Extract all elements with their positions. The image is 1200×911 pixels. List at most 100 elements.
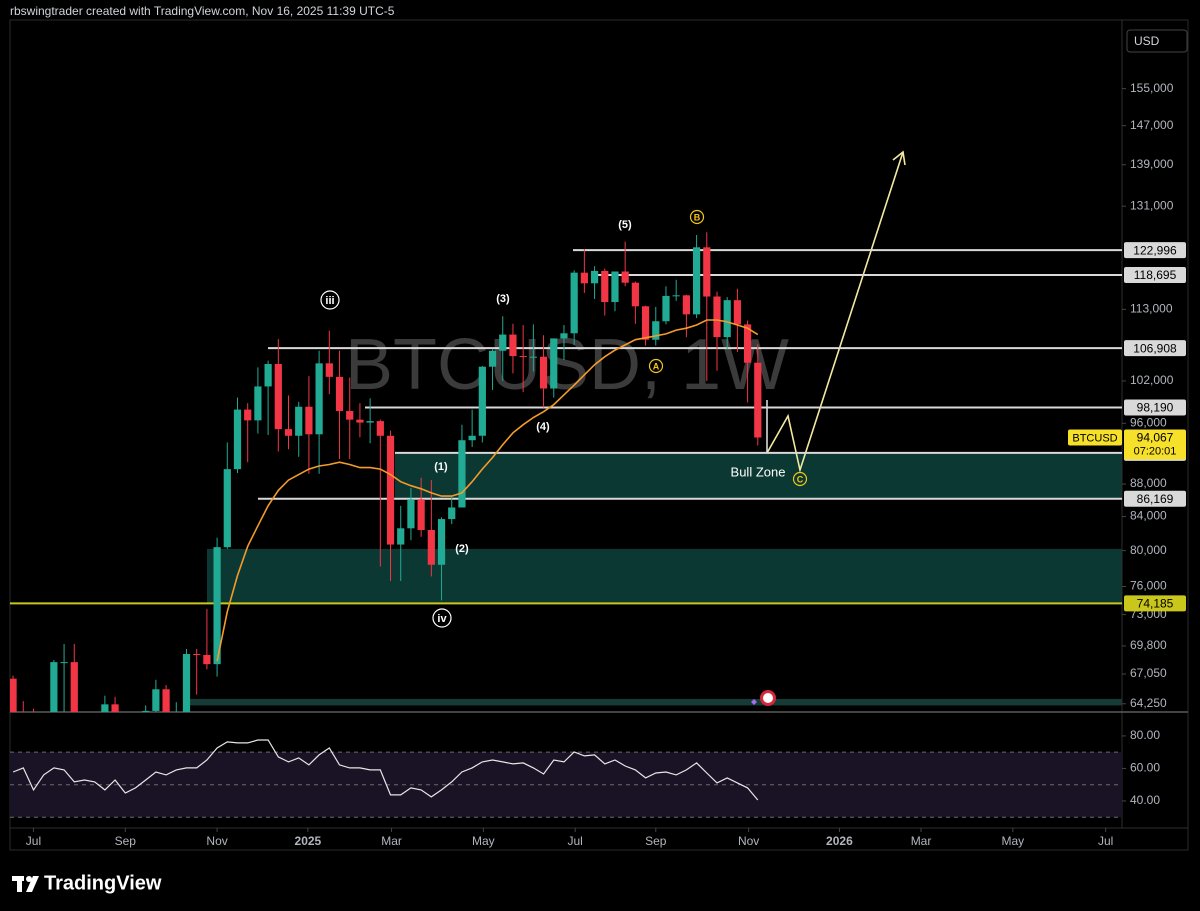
currency-box[interactable]	[1126, 29, 1188, 53]
candle-body	[631, 282, 639, 307]
wave-circle	[648, 358, 664, 374]
y-tick-label: 64,250	[1130, 696, 1167, 710]
candle-body	[315, 363, 323, 435]
candle-body	[580, 272, 588, 284]
candle-body	[703, 247, 711, 297]
brand: TradingView	[12, 872, 162, 894]
y-tick-label: 139,000	[1130, 157, 1174, 171]
candle-body	[437, 519, 446, 565]
current-name: BTCUSD	[1072, 432, 1117, 444]
rsi-tick-label: 80.00	[1130, 728, 1160, 742]
wave-label: (2)	[455, 543, 469, 555]
wave-label: iii	[325, 295, 334, 307]
brand-name: TradingView	[44, 872, 162, 894]
level-label: 98,190	[1137, 401, 1174, 415]
candle-body	[60, 662, 68, 664]
level-label: 118,695	[1134, 268, 1177, 282]
x-tick-label: 2025	[295, 834, 322, 848]
wave-label: B	[694, 212, 701, 222]
frame	[9, 19, 1189, 851]
x-tick-label: Nov	[738, 834, 759, 848]
event-icons	[751, 690, 776, 706]
wave-label: (4)	[536, 421, 550, 433]
level-label: 86,169	[1137, 492, 1174, 506]
logo-part	[26, 876, 32, 882]
level-label-box	[1124, 490, 1186, 507]
x-tick-label: Mar	[381, 834, 402, 848]
candle-body	[427, 529, 435, 565]
candle-body	[274, 364, 282, 430]
countdown: 07:20:01	[1134, 445, 1177, 457]
y-tick-label: 155,000	[1130, 81, 1174, 95]
candle-body	[448, 507, 456, 520]
x-tick-label: Jul	[568, 834, 583, 848]
candle-body	[458, 440, 466, 508]
zone	[395, 452, 1122, 499]
level-label-box	[1124, 399, 1186, 416]
candle-body	[233, 409, 242, 470]
level-label-box	[1124, 595, 1186, 612]
y-tick-label: 113,000	[1130, 302, 1173, 316]
candle-body	[284, 429, 293, 436]
wave-circle	[792, 471, 808, 487]
x-tick-label: Nov	[206, 834, 227, 848]
candle-body	[733, 300, 741, 325]
level-label-box	[1124, 340, 1186, 357]
level-label: 106,908	[1133, 341, 1177, 355]
event-icon[interactable]	[751, 699, 757, 705]
y-tick-label: 102,000	[1130, 373, 1174, 387]
candle-body	[519, 356, 527, 358]
x-tick-label: May	[1002, 834, 1025, 848]
current-price-box	[1124, 429, 1186, 460]
candle-body	[70, 662, 78, 712]
current-name-box	[1068, 429, 1122, 446]
candle-body	[10, 678, 17, 712]
candle-body	[152, 689, 160, 711]
candle-body	[244, 409, 252, 421]
currency: USD	[1134, 34, 1160, 48]
y-tick-label: 147,000	[1130, 118, 1174, 132]
candle-body	[142, 710, 150, 712]
candle-body	[468, 435, 476, 441]
candle-body	[641, 306, 650, 340]
y-tick-label: 84,000	[1130, 509, 1167, 523]
candle-body	[397, 528, 405, 545]
wave-label: C	[797, 474, 804, 484]
candle-body	[621, 271, 629, 283]
candle-body	[590, 270, 599, 284]
y-tick-label: 131,000	[1130, 198, 1174, 212]
level-label-box	[1124, 242, 1186, 259]
candle-body	[713, 296, 721, 338]
candle-body	[295, 406, 303, 436]
rsi-tick-label: 40.00	[1130, 793, 1160, 807]
candle-body	[539, 356, 548, 389]
candle-body	[264, 364, 272, 387]
candle-body	[560, 333, 568, 339]
candle-body	[101, 704, 109, 712]
zone	[190, 698, 1122, 706]
candle-body	[662, 295, 670, 322]
wave-label: Bull Zone	[731, 464, 786, 479]
candle-body	[509, 334, 517, 357]
candle-body	[611, 271, 619, 303]
candle-body	[478, 366, 486, 436]
candle-body	[754, 362, 762, 438]
wave-label: A	[653, 361, 660, 371]
price-pane	[10, 232, 762, 712]
candle-body	[193, 653, 201, 655]
candle-body	[335, 376, 344, 412]
candle-body	[417, 499, 425, 530]
rsi-tick-label: 60.00	[1130, 761, 1160, 775]
candle-body	[652, 321, 660, 340]
candle-body	[203, 654, 211, 665]
candle-body	[305, 406, 313, 435]
candle-body	[356, 419, 364, 423]
candle-body	[692, 247, 701, 315]
candle-body	[111, 704, 119, 712]
y-tick-label: 69,800	[1130, 638, 1167, 652]
candle-body	[223, 469, 231, 548]
candle-body	[346, 411, 354, 420]
projection-arrow	[892, 150, 906, 166]
